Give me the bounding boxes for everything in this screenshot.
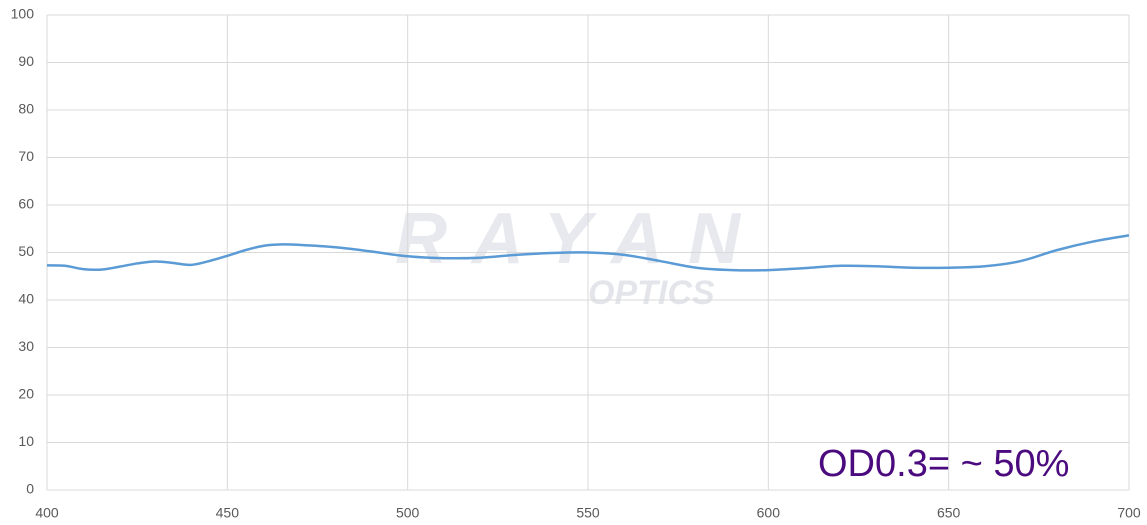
y-tick-label: 50 [18,243,34,259]
y-tick-label: 70 [18,148,34,164]
y-tick-label: 0 [26,481,34,497]
x-tick-label: 700 [1117,505,1141,521]
x-tick-label: 600 [757,505,781,521]
x-tick-label: 650 [937,505,961,521]
x-tick-label: 450 [216,505,240,521]
data-line [46,234,1130,272]
y-tick-label: 20 [18,386,34,402]
y-tick-label: 60 [18,196,34,212]
y-tick-label: 30 [18,338,34,354]
x-tick-label: 500 [396,505,420,521]
y-tick-label: 40 [18,291,34,307]
y-tick-label: 80 [18,101,34,117]
y-tick-label: 10 [18,433,34,449]
y-tick-label: 100 [11,6,35,22]
x-tick-label: 550 [576,505,600,521]
watermark: OPTICS [588,274,715,312]
x-tick-label: 400 [35,505,59,521]
y-tick-label: 90 [18,53,34,69]
annotation: OD0.3= ~ 50% [818,443,1069,485]
